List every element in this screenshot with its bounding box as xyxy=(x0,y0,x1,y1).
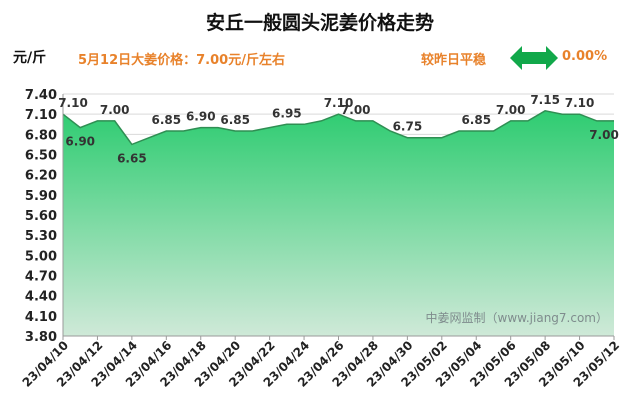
data-label: 7.10 xyxy=(565,96,595,110)
data-label: 6.90 xyxy=(186,110,216,124)
data-label: 7.10 xyxy=(58,96,88,110)
price-summary: 5月12日大姜价格：7.00元/斤左右 xyxy=(78,53,285,68)
y-tick-label: 3.80 xyxy=(25,330,57,345)
y-tick-label: 5.90 xyxy=(25,189,57,204)
y-tick-label: 6.50 xyxy=(25,149,57,164)
double-arrow-icon xyxy=(510,46,558,70)
y-tick-label: 6.20 xyxy=(25,169,57,184)
data-label: 6.90 xyxy=(65,135,95,149)
y-tick-label: 5.30 xyxy=(25,229,57,244)
y-tick-label: 4.10 xyxy=(25,310,57,325)
data-label: 7.00 xyxy=(589,128,619,142)
y-tick-label: 5.60 xyxy=(25,209,57,224)
y-tick-label: 4.40 xyxy=(25,290,57,305)
y-tick-label: 7.10 xyxy=(25,108,57,123)
data-label: 6.85 xyxy=(220,113,250,127)
data-label: 6.85 xyxy=(152,113,182,127)
data-label: 7.15 xyxy=(530,93,560,107)
unit-label: 元/斤 xyxy=(13,50,47,66)
data-label: 6.65 xyxy=(117,151,147,165)
data-label: 6.75 xyxy=(393,120,423,134)
y-tick-label: 4.70 xyxy=(25,270,57,285)
data-label: 7.10 xyxy=(324,96,354,110)
price-area xyxy=(63,110,614,336)
y-tick-label: 5.00 xyxy=(25,249,57,264)
data-label: 6.95 xyxy=(272,106,302,120)
data-label: 7.00 xyxy=(496,103,526,117)
price-line xyxy=(62,110,614,146)
watermark-text: 中姜网监制（www.jiang7.com） xyxy=(426,310,608,325)
compare-text: 较昨日平稳 xyxy=(421,53,487,68)
y-tick-label: 7.40 xyxy=(25,88,57,103)
data-label: 7.00 xyxy=(341,103,371,117)
data-label: 6.85 xyxy=(461,113,491,127)
page-title: 安丘一般圆头泥姜价格走势 xyxy=(205,12,434,34)
change-percent: 0.00% xyxy=(562,49,608,64)
y-tick-label: 6.80 xyxy=(25,128,57,143)
data-label: 7.00 xyxy=(100,103,130,117)
